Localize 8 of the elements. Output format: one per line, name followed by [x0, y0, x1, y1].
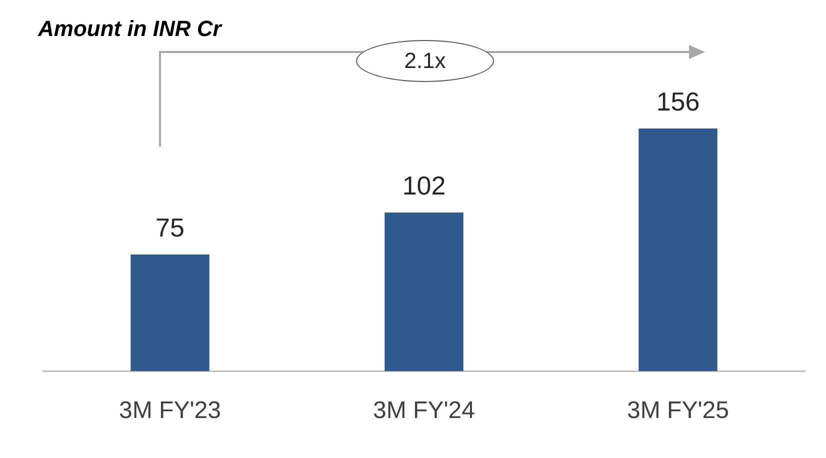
data-label: 75 — [156, 212, 184, 243]
x-tick-label: 3M FY'23 — [119, 397, 221, 424]
data-label: 156 — [656, 86, 700, 117]
x-tick-label: 3M FY'25 — [627, 397, 729, 424]
chart-title: Amount in INR Cr — [38, 16, 222, 42]
text: 2.1x — [356, 40, 494, 82]
data-label: 102 — [402, 170, 446, 201]
x-tick-label: 3M FY'24 — [373, 397, 475, 424]
